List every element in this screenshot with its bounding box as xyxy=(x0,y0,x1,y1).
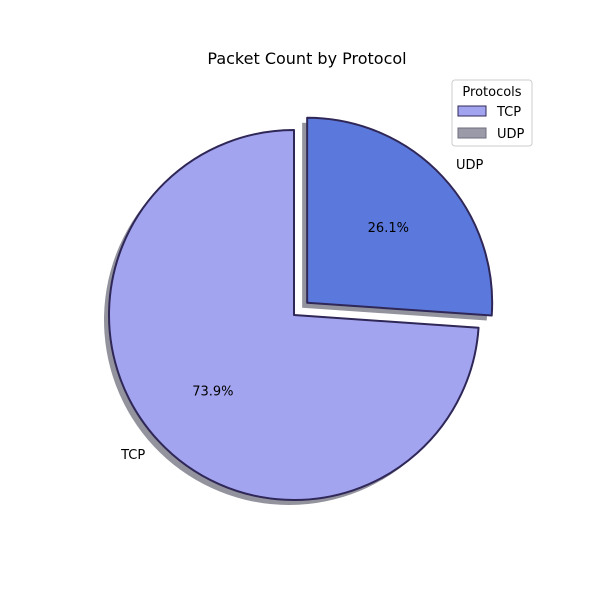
category-label-tcp: TCP xyxy=(120,448,145,463)
pct-label-tcp: 73.9% xyxy=(192,385,233,400)
legend-title: Protocols xyxy=(462,85,521,100)
chart-title: Packet Count by Protocol xyxy=(207,49,406,68)
pct-label-udp: 26.1% xyxy=(368,221,409,236)
legend: Protocols TCP UDP xyxy=(451,79,533,147)
legend-label-tcp: TCP xyxy=(496,105,521,120)
legend-label-udp: UDP xyxy=(497,127,525,142)
slice-udp xyxy=(306,116,494,317)
category-label-udp: UDP xyxy=(456,158,484,173)
legend-swatch-udp xyxy=(457,127,487,139)
legend-swatch-tcp xyxy=(457,105,487,117)
slices xyxy=(108,116,494,501)
slice-tcp xyxy=(108,129,480,501)
slice-labels: 26.1% UDP 73.9% TCP xyxy=(120,158,483,463)
